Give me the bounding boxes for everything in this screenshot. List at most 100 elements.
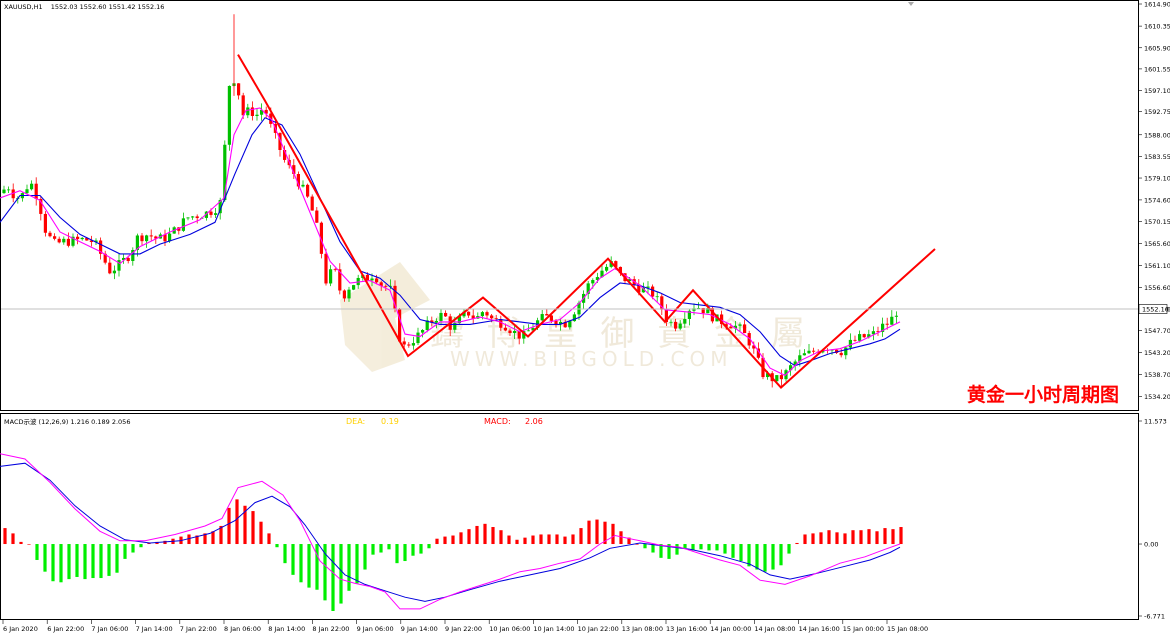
macd-bar (891, 529, 895, 545)
candle-body (278, 132, 282, 150)
macd-bar (211, 531, 215, 545)
candle-body (669, 321, 673, 323)
candle-body (296, 174, 300, 187)
candle-body (425, 320, 429, 331)
candle-body (457, 316, 461, 324)
price-tick-label: 1579.10 (1144, 175, 1170, 183)
candle-body (301, 184, 305, 187)
candle-body (71, 236, 75, 246)
candle-body (641, 287, 645, 293)
price-tick-label: 1534.20 (1144, 393, 1170, 401)
time-tick-label: 7 Jan 22:00 (180, 625, 217, 633)
macd-bar (651, 544, 655, 553)
candle-body (706, 308, 710, 314)
candle-body (637, 284, 641, 293)
candle-body (683, 318, 687, 324)
candle-body (48, 232, 52, 237)
macd-label: MACD: (484, 417, 511, 426)
candle-body (135, 235, 139, 251)
candle-body (214, 213, 218, 215)
candle-body (853, 339, 857, 341)
macd-bar (587, 520, 591, 545)
watermark-logo-icon (340, 262, 430, 372)
price-tick-label: 1547.70 (1144, 327, 1170, 335)
candle-body (494, 318, 498, 320)
candle-body (490, 315, 494, 319)
time-tick-label: 14 Jan 00:00 (710, 625, 751, 633)
macd-tick-label: -6.771 (1144, 613, 1165, 621)
candle-body (319, 222, 323, 254)
macd-bar (747, 544, 751, 567)
price-tick-label: 1610.35 (1144, 23, 1170, 31)
macd-bar (723, 544, 727, 554)
candle-body (53, 236, 57, 239)
moving-averages (0, 107, 901, 377)
macd-bar (411, 544, 415, 556)
candle-body (379, 282, 383, 286)
time-tick-label: 10 Jan 06:00 (489, 625, 530, 633)
candle-body (503, 327, 507, 331)
candle-body (398, 309, 402, 342)
macd-panel-frame (0, 413, 1139, 620)
candle-body (664, 309, 668, 323)
macd-bar (51, 544, 55, 582)
candle-body (531, 327, 535, 331)
macd-bar (19, 541, 23, 545)
macd-bar (595, 519, 599, 545)
price-tick-label: 1556.60 (1144, 284, 1170, 292)
macd-bar (899, 527, 903, 545)
chart-annotation: 黄金一小时周期图 (967, 383, 1119, 406)
candle-body (2, 189, 6, 194)
macd-bar (139, 544, 143, 548)
price-tick-label: 1543.20 (1144, 349, 1170, 357)
candle-body (149, 235, 153, 237)
time-tick-label: 7 Jan 06:00 (91, 625, 128, 633)
macd-bar (227, 507, 231, 545)
time-tick-label: 8 Jan 22:00 (312, 625, 349, 633)
macd-bar (331, 544, 335, 611)
price-tick-label: 1597.10 (1144, 87, 1170, 95)
time-tick-label: 8 Jan 06:00 (224, 625, 261, 633)
macd-bar (523, 537, 527, 545)
candle-body (540, 314, 544, 321)
macd-bar (699, 544, 703, 550)
candle-body (614, 261, 618, 267)
chart-shift-marker-icon[interactable] (908, 2, 914, 6)
macd-axis: 11.573 0.00 -6.771 (1138, 418, 1167, 621)
macd-bar (571, 534, 575, 545)
candle-body (876, 331, 880, 332)
macd-indicator-label: MACD示波 (12,26,9) 1.216 0.189 2.056 (4, 417, 130, 426)
candle-body (191, 216, 195, 218)
candle-body (209, 211, 213, 215)
candle-body (347, 289, 351, 299)
time-tick-label: 14 Jan 16:00 (799, 625, 840, 633)
candle-body (572, 314, 576, 322)
candle-body (439, 312, 443, 321)
price-tick-label: 1588.00 (1144, 131, 1170, 139)
candle-body (62, 238, 66, 243)
candle-body (122, 257, 126, 261)
macd-bar (499, 530, 503, 545)
candle-body (586, 283, 590, 294)
candle-body (292, 165, 296, 175)
macd-bar (867, 529, 871, 545)
macd-bar (483, 523, 487, 545)
candle-body (595, 277, 599, 281)
time-tick-label: 10 Jan 22:00 (578, 625, 619, 633)
macd-bar (779, 544, 783, 566)
candle-body (250, 107, 254, 116)
macd-bar (643, 544, 647, 549)
candle-body (195, 216, 199, 219)
macd-histogram (3, 499, 903, 611)
macd-bar (819, 532, 823, 545)
candle-body (227, 85, 231, 145)
macd-bar (459, 532, 463, 545)
symbol-name: XAUUSD,H1 (4, 3, 43, 11)
macd-bar (347, 544, 351, 591)
macd-bar (307, 544, 311, 588)
candle-body (453, 323, 457, 330)
macd-bar (219, 525, 223, 545)
candle-body (554, 320, 558, 325)
macd-bar (475, 525, 479, 545)
